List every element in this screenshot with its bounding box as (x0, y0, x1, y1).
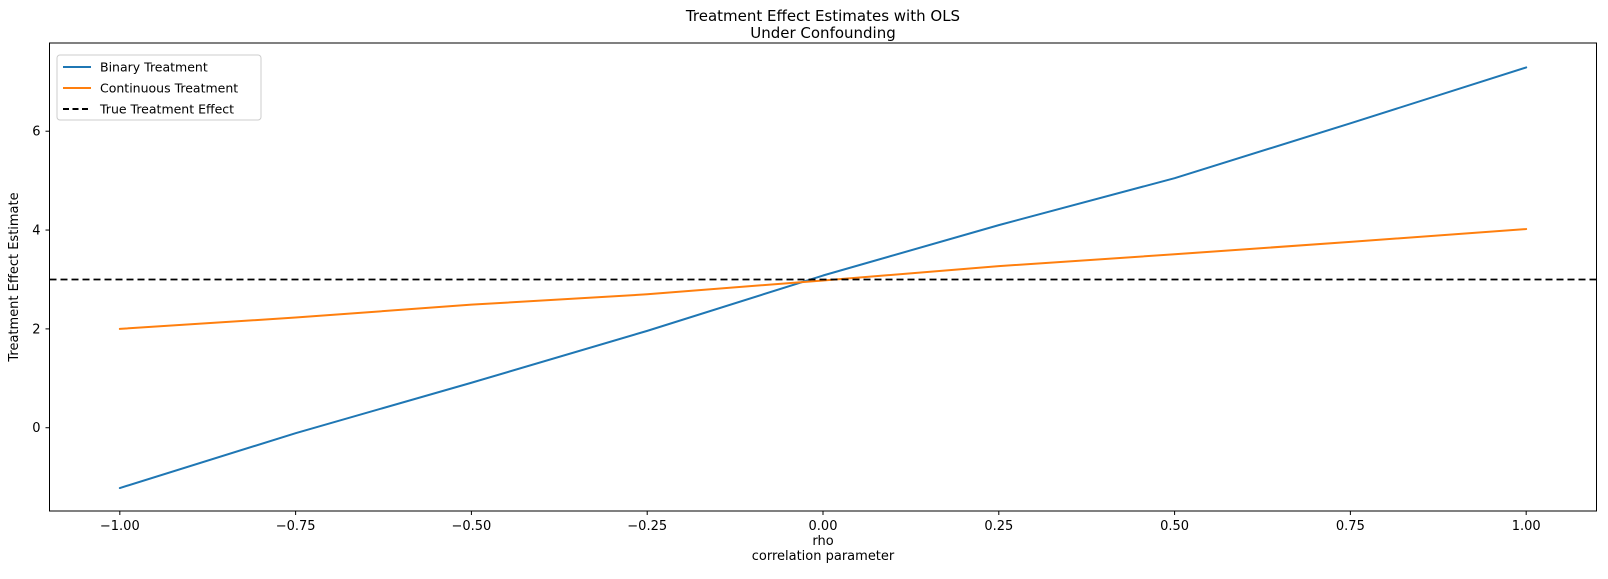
x-tick-label: −0.50 (451, 519, 491, 534)
legend-label-true-treatment-effect: True Treatment Effect (99, 102, 234, 117)
chart-title-line1: Treatment Effect Estimates with OLS (685, 7, 960, 25)
legend: Binary Treatment Continuous Treatment True… (56, 54, 262, 121)
x-axis-ticks: −1.00 −0.75 −0.50 −0.25 0.00 0.25 0.50 0.75 1.00 (100, 511, 1541, 534)
x-tick-label: 1.00 (1512, 519, 1541, 534)
plot-border (49, 42, 1597, 512)
y-tick-label: 0 (32, 421, 40, 436)
x-tick-label: −0.25 (627, 519, 667, 534)
y-tick-label: 2 (32, 322, 40, 337)
y-tick-label: 4 (32, 224, 40, 239)
continuous-treatment-line (118, 228, 1528, 330)
y-tick-label: 6 (32, 125, 40, 140)
x-axis-label-line2: correlation parameter (752, 549, 895, 564)
series-lines (49, 66, 1597, 490)
binary-treatment-line (118, 66, 1528, 490)
legend-label-binary-treatment: Binary Treatment (100, 60, 208, 75)
x-tick-label: 0.25 (984, 519, 1013, 534)
x-tick-label: 0.50 (1160, 519, 1189, 534)
x-tick-label: 0.75 (1336, 519, 1365, 534)
y-axis-label: Treatment Effect Estimate (7, 192, 22, 362)
x-tick-label: −0.75 (276, 519, 316, 534)
legend-box (56, 54, 262, 121)
x-tick-label: −1.00 (100, 519, 140, 534)
x-tick-label: 0.00 (809, 519, 838, 534)
y-axis-ticks: 0 2 4 6 (32, 125, 50, 436)
chart-title-line2: Under Confounding (750, 24, 896, 42)
legend-label-continuous-treatment: Continuous Treatment (100, 81, 238, 96)
x-axis-label-line1: rho (812, 534, 833, 549)
